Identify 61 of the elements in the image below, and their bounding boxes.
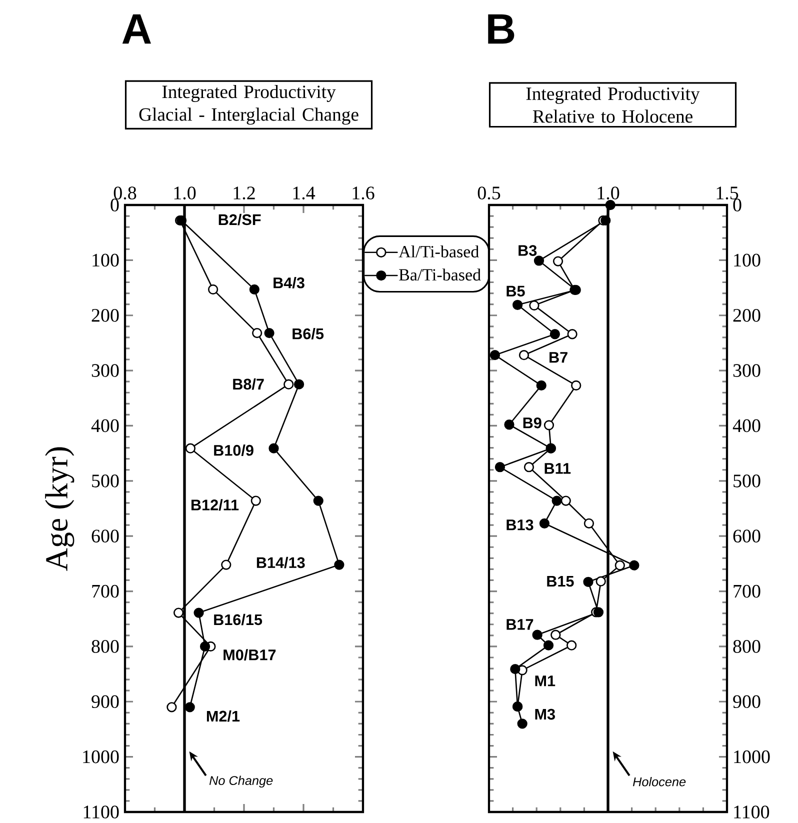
annotation: B14/13: [256, 556, 305, 568]
y-tick-label: 1100: [84, 806, 119, 818]
y-tick-label: 300: [733, 364, 760, 377]
y-tick-label: 500: [734, 474, 760, 488]
x-tick-label: 0.5: [478, 186, 500, 200]
ref-line-label: Holocene: [632, 776, 686, 786]
y-tick-label: 1000: [83, 750, 119, 764]
y-tick-label: 0: [733, 198, 742, 212]
annotation: B2/SF: [218, 214, 261, 226]
annotation: B10/9: [214, 444, 254, 456]
y-axis-title: Age (kyr): [45, 447, 74, 571]
y-tick-label: 900: [733, 695, 760, 708]
y-tick-label: 200: [92, 308, 119, 322]
chart-title: A: [122, 14, 151, 44]
x-tick-label: 1.0: [598, 186, 620, 200]
y-tick-label: 100: [92, 254, 119, 267]
y-tick-label: 100: [734, 254, 760, 267]
annotation: M2/1: [206, 710, 240, 722]
x-tick-label: 1.6: [352, 186, 374, 200]
y-tick-label: 600: [733, 530, 760, 543]
y-tick-label: 900: [92, 695, 119, 708]
annotation: B9: [523, 417, 542, 428]
annotation: B16/15: [214, 614, 262, 626]
y-tick-label: 800: [733, 640, 760, 653]
y-tick-label: 700: [92, 584, 119, 598]
y-tick-label: 1000: [734, 750, 770, 764]
x-tick-label: 0.8: [114, 186, 136, 200]
annotation: M3: [535, 708, 555, 720]
annotation: M0/B17: [224, 649, 276, 660]
chart-subtitle: Integrated Productivity Glacial - Interglacial Change: [139, 85, 358, 125]
annotation: B15: [547, 576, 574, 587]
x-tick-label: 1.4: [293, 186, 316, 200]
y-tick-label: 500: [92, 474, 119, 488]
ref-line-label: No Change: [209, 776, 273, 788]
y-tick-label: 200: [733, 308, 760, 322]
x-tick-label: 1.5: [716, 186, 738, 200]
y-tick-label: 400: [91, 419, 119, 432]
annotation: B11: [544, 463, 571, 474]
chart-subtitle: Integrated Productivity Relative to Holocene: [526, 86, 700, 123]
y-tick-label: 400: [732, 419, 760, 432]
y-tick-label: 600: [92, 530, 119, 543]
annotation: B7: [550, 352, 568, 363]
legend-label: Al/Ti-based: [398, 245, 479, 258]
annotation: B17: [506, 619, 534, 630]
legend-label: Ba/Ti-based: [399, 268, 481, 281]
y-tick-label: 700: [734, 584, 760, 598]
x-tick-label: 1.2: [234, 186, 255, 200]
y-tick-label: 300: [92, 364, 119, 377]
y-tick-label: 1100: [734, 806, 770, 818]
y-tick-label: 0: [110, 198, 119, 212]
y-tick-label: 800: [92, 640, 119, 653]
chart-title: B: [488, 14, 514, 44]
annotation: M1: [535, 676, 556, 686]
annotation: B6/5: [292, 328, 324, 340]
annotation: B3: [518, 245, 537, 256]
annotation: B5: [506, 286, 525, 297]
annotation: B8/7: [233, 378, 264, 390]
x-tick-label: 1.0: [174, 186, 196, 200]
annotation: B13: [506, 519, 534, 530]
annotation: B12/11: [191, 499, 239, 511]
annotation: B4/3: [274, 277, 304, 288]
